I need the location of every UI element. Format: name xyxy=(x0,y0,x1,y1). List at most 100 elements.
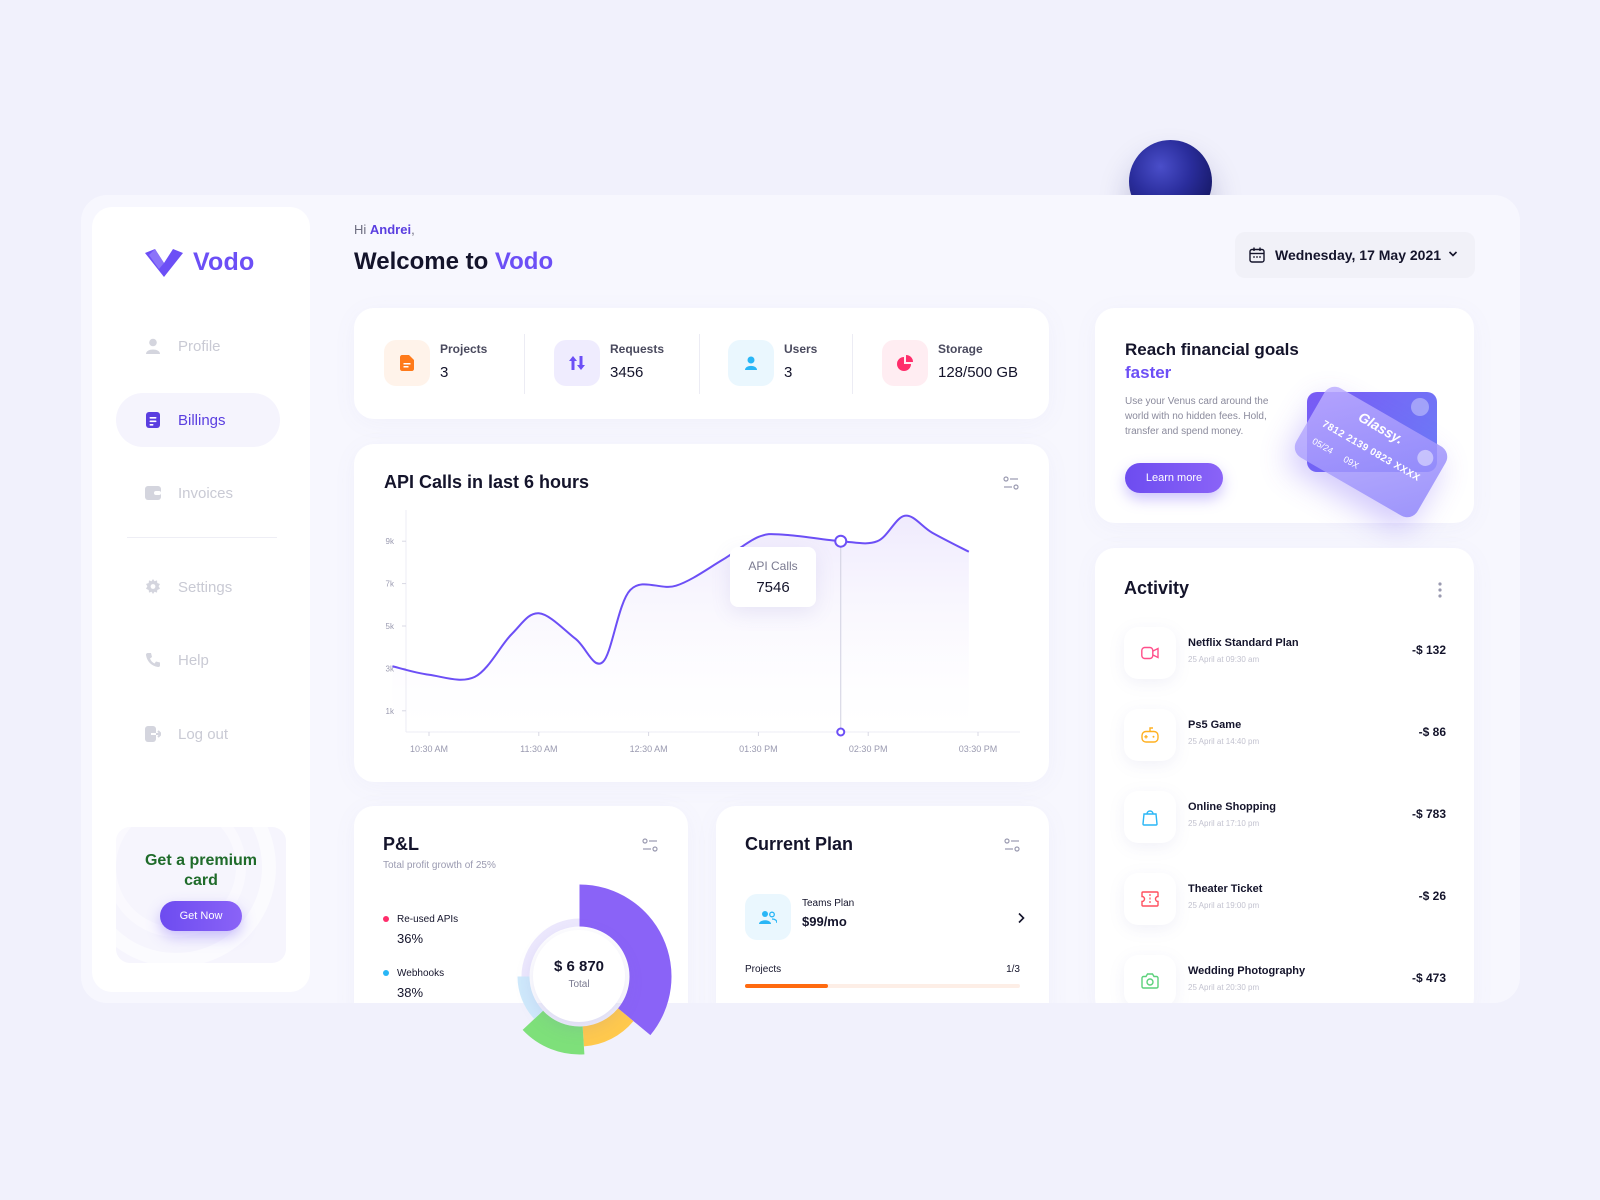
wallet-icon xyxy=(144,484,162,502)
progress-fill xyxy=(745,984,828,988)
document-icon xyxy=(144,411,162,429)
progress-text: 1/3 xyxy=(1006,964,1020,975)
plan-title: Current Plan xyxy=(745,834,854,854)
donut-segment xyxy=(521,918,580,977)
donut-segment xyxy=(582,1008,634,1047)
arrows-icon xyxy=(554,340,600,386)
stat-value: 3456 xyxy=(610,364,644,381)
plan-price: $99/mo xyxy=(802,914,847,929)
activity-title: Activity xyxy=(1124,578,1190,598)
greeting: Hi Andrei, xyxy=(354,222,415,237)
phone-icon xyxy=(144,651,162,669)
financial-goals-card: Reach financial goals faster Use your Ve… xyxy=(1095,308,1474,523)
date-value: Wednesday, 17 May 2021 xyxy=(1275,247,1442,263)
activity-item-shopping[interactable]: Online Shopping 25 April at 17:10 pm -$ … xyxy=(1124,791,1446,845)
user-icon xyxy=(728,340,774,386)
amount: -$ 86 xyxy=(1418,725,1446,739)
pl-donut-chart xyxy=(517,884,672,1055)
stat-projects[interactable]: Projects 3 xyxy=(384,340,487,386)
chevron-down-icon xyxy=(1448,251,1458,257)
get-now-button[interactable]: Get Now xyxy=(160,901,242,931)
filter-icon[interactable] xyxy=(1003,476,1019,490)
api-calls-card: API Calls in last 6 hours xyxy=(354,444,1049,782)
legend-item-reused-apis: Re-used APIs 36% xyxy=(383,914,458,946)
activity-item-netflix[interactable]: Netflix Standard Plan 25 April at 09:30 … xyxy=(1124,627,1446,681)
legend-value: 38% xyxy=(397,985,424,1000)
activity-item-wedding[interactable]: Wedding Photography 25 April at 20:30 pm… xyxy=(1124,955,1446,1009)
page-title: Welcome to Vodo xyxy=(354,248,554,275)
sidebar-item-invoices[interactable]: Invoices xyxy=(116,466,280,520)
sidebar-item-label: Invoices xyxy=(178,484,234,502)
premium-title: Get a premium card xyxy=(144,852,258,889)
tooltip-value: 7546 xyxy=(756,579,790,596)
pl-subtitle: Total profit growth of 25% xyxy=(383,860,496,871)
vodo-logo-icon xyxy=(145,248,183,277)
brand-name: Vodo xyxy=(193,248,255,276)
sidebar-item-logout[interactable]: Log out xyxy=(116,707,280,761)
stat-storage[interactable]: Storage 128/500 GB xyxy=(882,340,1018,386)
promo-body: Use your Venus card around the world wit… xyxy=(1125,396,1269,437)
ticket-icon xyxy=(1124,873,1176,925)
logo[interactable]: Vodo xyxy=(145,248,254,277)
total-value: $ 6 870 xyxy=(553,958,605,975)
sidebar-item-label: Help xyxy=(178,651,209,669)
sidebar: Vodo Profile Billings Invoices Setting xyxy=(92,207,310,992)
stat-value: 3 xyxy=(440,364,449,381)
sidebar-item-label: Billings xyxy=(178,411,226,429)
chart-tooltip: API Calls 7546 xyxy=(730,547,816,607)
amount: -$ 783 xyxy=(1411,807,1446,821)
activity-item-ps5[interactable]: Ps5 Game 25 April at 14:40 pm -$ 86 xyxy=(1124,709,1446,763)
sidebar-divider xyxy=(127,537,277,538)
promo-title: Reach financial goals faster xyxy=(1125,340,1299,382)
user-name: Andrei xyxy=(369,222,412,237)
legend-value: 36% xyxy=(397,931,424,946)
camera-icon xyxy=(1124,955,1176,1007)
more-vertical-icon[interactable] xyxy=(1438,582,1442,598)
sidebar-item-label: Log out xyxy=(178,725,229,743)
gamepad-icon xyxy=(1124,709,1176,761)
donut-center: $ 6 870 Total xyxy=(533,930,625,1022)
file-icon xyxy=(384,340,430,386)
sidebar-item-help[interactable]: Help xyxy=(116,633,280,687)
total-label: Total xyxy=(568,979,590,990)
amount: -$ 473 xyxy=(1411,971,1446,985)
sidebar-item-billings[interactable]: Billings xyxy=(116,393,280,447)
user-icon xyxy=(144,337,162,355)
learn-more-button[interactable]: Learn more xyxy=(1125,463,1223,493)
donut-segment xyxy=(579,884,672,1036)
sidebar-item-label: Profile xyxy=(178,337,221,355)
sidebar-item-settings[interactable]: Settings xyxy=(116,560,280,614)
api-chart-title: API Calls in last 6 hours xyxy=(384,472,590,492)
bag-icon xyxy=(1124,791,1176,843)
pl-title: P&L xyxy=(383,834,419,854)
plan-name: Teams Plan xyxy=(802,898,855,909)
plan-row[interactable]: Teams Plan $99/mo xyxy=(745,894,1025,942)
legend-item-webhooks: Webhooks 38% xyxy=(383,968,444,1000)
stat-users[interactable]: Users 3 xyxy=(728,340,817,386)
activity-card: Activity Netflix Standard Plan 25 April … xyxy=(1095,548,1474,1018)
team-icon xyxy=(745,894,791,940)
progress-track xyxy=(745,984,1020,988)
logout-icon xyxy=(144,725,162,743)
calendar-icon xyxy=(1249,247,1265,263)
current-plan-card: Current Plan Teams Plan $99/mo Projects … xyxy=(716,806,1049,1026)
activity-item-theater[interactable]: Theater Ticket 25 April at 19:00 pm -$ 2… xyxy=(1124,873,1446,927)
gear-icon xyxy=(144,578,162,596)
amount: -$ 26 xyxy=(1418,889,1446,903)
sidebar-item-label: Settings xyxy=(178,578,233,596)
amount: -$ 132 xyxy=(1411,643,1446,657)
video-icon xyxy=(1124,627,1176,679)
stats-card: Projects 3 Requests 3456 Users 3 Storage 128… xyxy=(354,308,1049,419)
date-picker[interactable]: Wednesday, 17 May 2021 xyxy=(1235,232,1475,278)
chevron-right-icon xyxy=(1018,912,1025,924)
donut-segment xyxy=(522,1010,585,1055)
filter-icon[interactable] xyxy=(642,838,658,852)
premium-card-promo: Get a premium card Get Now xyxy=(116,827,286,963)
sidebar-item-profile[interactable]: Profile xyxy=(116,319,280,373)
stat-value: 128/500 GB xyxy=(938,364,1019,381)
donut-segment xyxy=(517,976,544,1019)
pie-icon xyxy=(882,340,928,386)
filter-icon[interactable] xyxy=(1004,838,1020,852)
stat-requests[interactable]: Requests 3456 xyxy=(554,340,664,386)
stat-value: 3 xyxy=(784,364,793,381)
